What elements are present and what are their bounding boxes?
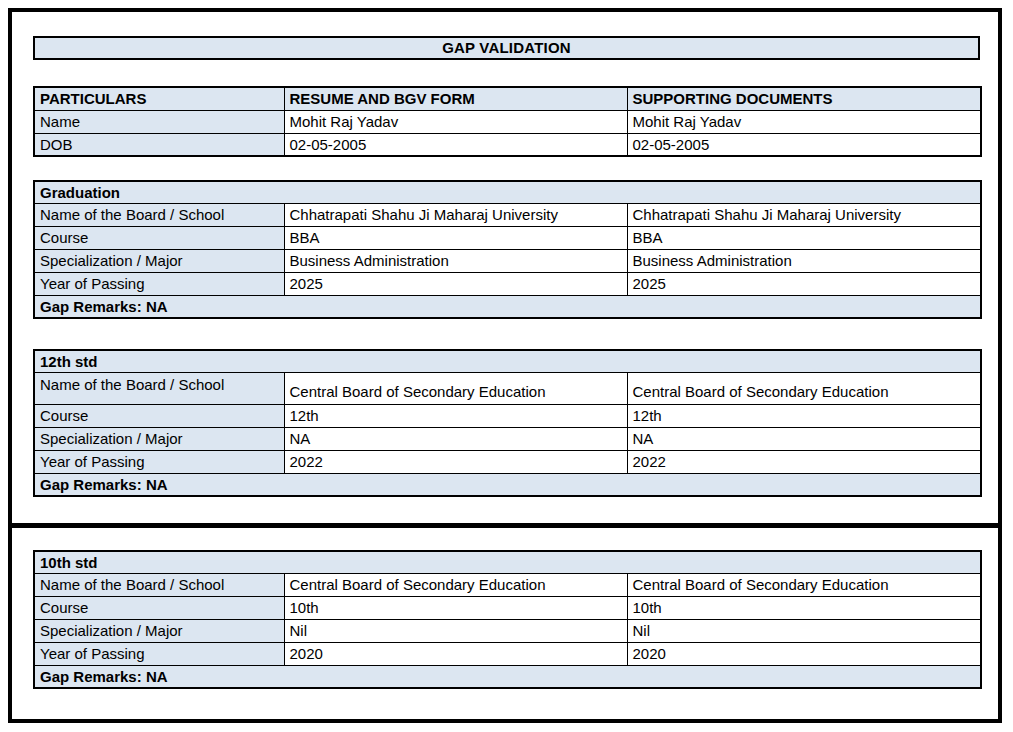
dob-resume-value: 02-05-2005: [284, 133, 627, 156]
table-row: Course 12th 12th: [34, 404, 981, 427]
board-supporting-value: Chhatrapati Shahu Ji Maharaj University: [627, 203, 981, 226]
row-label-course: Course: [34, 404, 284, 427]
table-row: Year of Passing 2022 2022: [34, 450, 981, 473]
specialization-resume-value: Nil: [284, 619, 627, 642]
table-row: Specialization / Major Business Administ…: [34, 249, 981, 272]
section-heading-row: Graduation: [34, 181, 981, 203]
row-label-name: Name: [34, 110, 284, 133]
gap-remarks-row: Gap Remarks: NA: [34, 295, 981, 318]
twelfth-std-gap-remarks: Gap Remarks: NA: [34, 473, 981, 496]
twelfth-std-section-table: 12th std Name of the Board / School Cent…: [33, 349, 982, 497]
year-resume-value: 2025: [284, 272, 627, 295]
section-heading-row: 12th std: [34, 350, 981, 372]
particulars-table: PARTICULARS RESUME AND BGV FORM SUPPORTI…: [33, 86, 982, 157]
row-label-year-of-passing: Year of Passing: [34, 642, 284, 665]
course-resume-value: 10th: [284, 596, 627, 619]
twelfth-std-heading: 12th std: [34, 350, 981, 372]
table-row: Specialization / Major NA NA: [34, 427, 981, 450]
table-row: Year of Passing 2020 2020: [34, 642, 981, 665]
course-supporting-value: 10th: [627, 596, 981, 619]
table-row: Name Mohit Raj Yadav Mohit Raj Yadav: [34, 110, 981, 133]
header-supporting-docs: SUPPORTING DOCUMENTS: [627, 87, 981, 110]
particulars-header-row: PARTICULARS RESUME AND BGV FORM SUPPORTI…: [34, 87, 981, 110]
row-label-dob: DOB: [34, 133, 284, 156]
specialization-resume-value: Business Administration: [284, 249, 627, 272]
specialization-supporting-value: Nil: [627, 619, 981, 642]
row-label-board-school: Name of the Board / School: [34, 203, 284, 226]
table-row: Name of the Board / School Central Board…: [34, 372, 981, 404]
gap-remarks-row: Gap Remarks: NA: [34, 473, 981, 496]
specialization-resume-value: NA: [284, 427, 627, 450]
year-supporting-value: 2022: [627, 450, 981, 473]
table-row: Name of the Board / School Chhatrapati S…: [34, 203, 981, 226]
name-resume-value: Mohit Raj Yadav: [284, 110, 627, 133]
header-particulars: PARTICULARS: [34, 87, 284, 110]
graduation-heading: Graduation: [34, 181, 981, 203]
board-resume-value: Central Board of Secondary Education: [284, 372, 627, 404]
dob-supporting-value: 02-05-2005: [627, 133, 981, 156]
course-supporting-value: BBA: [627, 226, 981, 249]
year-supporting-value: 2025: [627, 272, 981, 295]
table-row: Name of the Board / School Central Board…: [34, 573, 981, 596]
table-row: Course 10th 10th: [34, 596, 981, 619]
board-resume-value: Chhatrapati Shahu Ji Maharaj University: [284, 203, 627, 226]
frame-divider-line: [8, 523, 1002, 528]
tenth-std-gap-remarks: Gap Remarks: NA: [34, 665, 981, 688]
section-heading-row: 10th std: [34, 551, 981, 573]
row-label-specialization: Specialization / Major: [34, 249, 284, 272]
course-resume-value: 12th: [284, 404, 627, 427]
board-supporting-value: Central Board of Secondary Education: [627, 372, 981, 404]
table-row: DOB 02-05-2005 02-05-2005: [34, 133, 981, 156]
specialization-supporting-value: NA: [627, 427, 981, 450]
tenth-std-section-table: 10th std Name of the Board / School Cent…: [33, 550, 982, 689]
header-resume-bgv: RESUME AND BGV FORM: [284, 87, 627, 110]
row-label-specialization: Specialization / Major: [34, 619, 284, 642]
graduation-section-table: Graduation Name of the Board / School Ch…: [33, 180, 982, 319]
course-resume-value: BBA: [284, 226, 627, 249]
tenth-std-heading: 10th std: [34, 551, 981, 573]
name-supporting-value: Mohit Raj Yadav: [627, 110, 981, 133]
row-label-specialization: Specialization / Major: [34, 427, 284, 450]
year-resume-value: 2022: [284, 450, 627, 473]
year-resume-value: 2020: [284, 642, 627, 665]
gap-remarks-row: Gap Remarks: NA: [34, 665, 981, 688]
row-label-course: Course: [34, 596, 284, 619]
board-supporting-value: Central Board of Secondary Education: [627, 573, 981, 596]
year-supporting-value: 2020: [627, 642, 981, 665]
row-label-course: Course: [34, 226, 284, 249]
table-row: Year of Passing 2025 2025: [34, 272, 981, 295]
table-row: Specialization / Major Nil Nil: [34, 619, 981, 642]
table-row: Course BBA BBA: [34, 226, 981, 249]
row-label-board-school: Name of the Board / School: [34, 372, 284, 404]
page-title: GAP VALIDATION: [33, 36, 980, 60]
course-supporting-value: 12th: [627, 404, 981, 427]
row-label-board-school: Name of the Board / School: [34, 573, 284, 596]
row-label-year-of-passing: Year of Passing: [34, 272, 284, 295]
row-label-year-of-passing: Year of Passing: [34, 450, 284, 473]
specialization-supporting-value: Business Administration: [627, 249, 981, 272]
board-resume-value: Central Board of Secondary Education: [284, 573, 627, 596]
graduation-gap-remarks: Gap Remarks: NA: [34, 295, 981, 318]
